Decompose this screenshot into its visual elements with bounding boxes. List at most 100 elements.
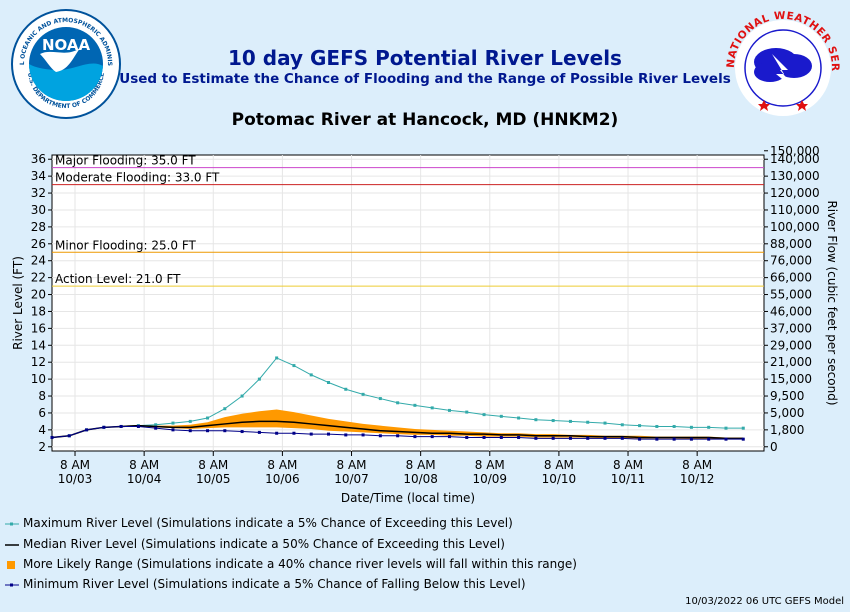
series-point [309,432,313,436]
y-tick-label: 8 [38,389,46,403]
series-point [171,428,175,432]
series-point [482,435,486,439]
y-tick-label: 28 [31,220,46,234]
y2-tick-label: 140,000 [770,152,820,166]
series-point [327,380,331,384]
series-point [309,373,313,377]
y2-tick-label: 150,000 [770,144,820,158]
series-point [586,436,590,440]
series-point [430,406,434,410]
likely-range-band [52,409,744,440]
x-tick-time: 8 AM [267,458,297,472]
x-tick-date: 10/07 [334,472,369,486]
plot-area [51,154,765,452]
x-tick-time: 8 AM [406,458,436,472]
y2-tick-label: 29,000 [770,338,812,352]
x-axis-label: Date/Time (local time) [341,491,475,505]
series-point [689,437,693,441]
series-point [586,420,590,424]
legend-median: Median River Level (Simulations indicate… [5,537,505,551]
series-point [67,434,71,438]
series-point [672,437,676,441]
y-tick-label: 10 [31,372,46,386]
y-tick-label: 14 [31,338,46,352]
threshold-label: Major Flooding: 35.0 FT [55,154,196,168]
series-point [396,401,400,405]
legend-median-label: Median River Level (Simulations indicate… [23,537,505,551]
x-tick-time: 8 AM [60,458,90,472]
nws-logo: NATIONAL WEATHER SERVICE [724,10,841,116]
legend-max-label: Maximum River Level (Simulations indicat… [23,516,513,530]
x-tick-time: 8 AM [682,458,712,472]
y2-tick-label: 100,000 [770,220,820,234]
y2-tick-label: 5,000 [770,406,804,420]
series-point [603,436,607,440]
series-point [188,429,192,433]
y-tick-label: 6 [38,406,46,420]
series-point [551,436,555,440]
series-point [465,410,469,414]
series-point [154,426,158,430]
chart-title: 10 day GEFS Potential River Levels [228,46,622,70]
y2-axis-label: River Flow (cubic feet per second) [825,200,839,405]
series-point [206,429,210,433]
y-tick-label: 12 [31,355,46,369]
y-tick-label: 26 [31,237,46,251]
series-line [51,420,744,440]
series-point [465,435,469,439]
series-point [240,394,244,398]
series-point [378,397,382,401]
y-tick-label: 20 [31,288,46,302]
series-point [361,433,365,437]
legend-range: More Likely Range (Simulations indicate … [5,557,577,571]
y-tick-label: 30 [31,203,46,217]
x-tick-date: 10/05 [196,472,231,486]
series-point [620,423,624,427]
y2-tick-label: 110,000 [770,203,820,217]
chart-subtitle: Used to Estimate the Chance of Flooding … [119,71,731,87]
series-point [534,418,538,422]
series-point [275,356,279,360]
series-point [707,425,711,429]
threshold-label: Minor Flooding: 25.0 FT [55,238,197,252]
x-tick-time: 8 AM [129,458,159,472]
legend-min-label: Minimum River Level (Simulations indicat… [23,577,526,591]
series-point [102,425,106,429]
series-point [344,387,348,391]
y2-tick-label: 15,000 [770,372,812,386]
x-tick-time: 8 AM [475,458,505,472]
x-tick-time: 8 AM [613,458,643,472]
y2-tick-label: 120,000 [770,186,820,200]
x-tick-date: 10/09 [472,472,507,486]
y2-tick-label: 76,000 [770,254,812,268]
series-point [136,424,140,428]
y-tick-label: 22 [31,271,46,285]
y-tick-label: 24 [31,254,46,268]
series-point [430,435,434,439]
threshold-label: Moderate Flooding: 33.0 FT [55,171,220,185]
legend-max: Maximum River Level (Simulations indicat… [5,516,513,530]
series-point [689,425,693,429]
y2-tick-label: 37,000 [770,321,812,335]
series-point [568,419,572,423]
series-point [447,408,451,412]
y2-tick-label: 1,800 [770,423,804,437]
series-point [517,416,521,420]
series-point [655,424,659,428]
y2-tick-label: 55,000 [770,288,812,302]
x-tick-date: 10/12 [680,472,715,486]
x-tick-time: 8 AM [337,458,367,472]
series-point [517,435,521,439]
series-point [655,437,659,441]
series-point [672,424,676,428]
series-point [119,424,123,428]
series-point [447,435,451,439]
series-point [551,419,555,423]
y-tick-label: 34 [31,169,46,183]
series-point [413,403,417,407]
location-title: Potomac River at Hancock, MD (HNKM2) [231,110,619,130]
legend-min: Minimum River Level (Simulations indicat… [5,577,526,591]
series-point [85,428,89,432]
series-point [568,436,572,440]
